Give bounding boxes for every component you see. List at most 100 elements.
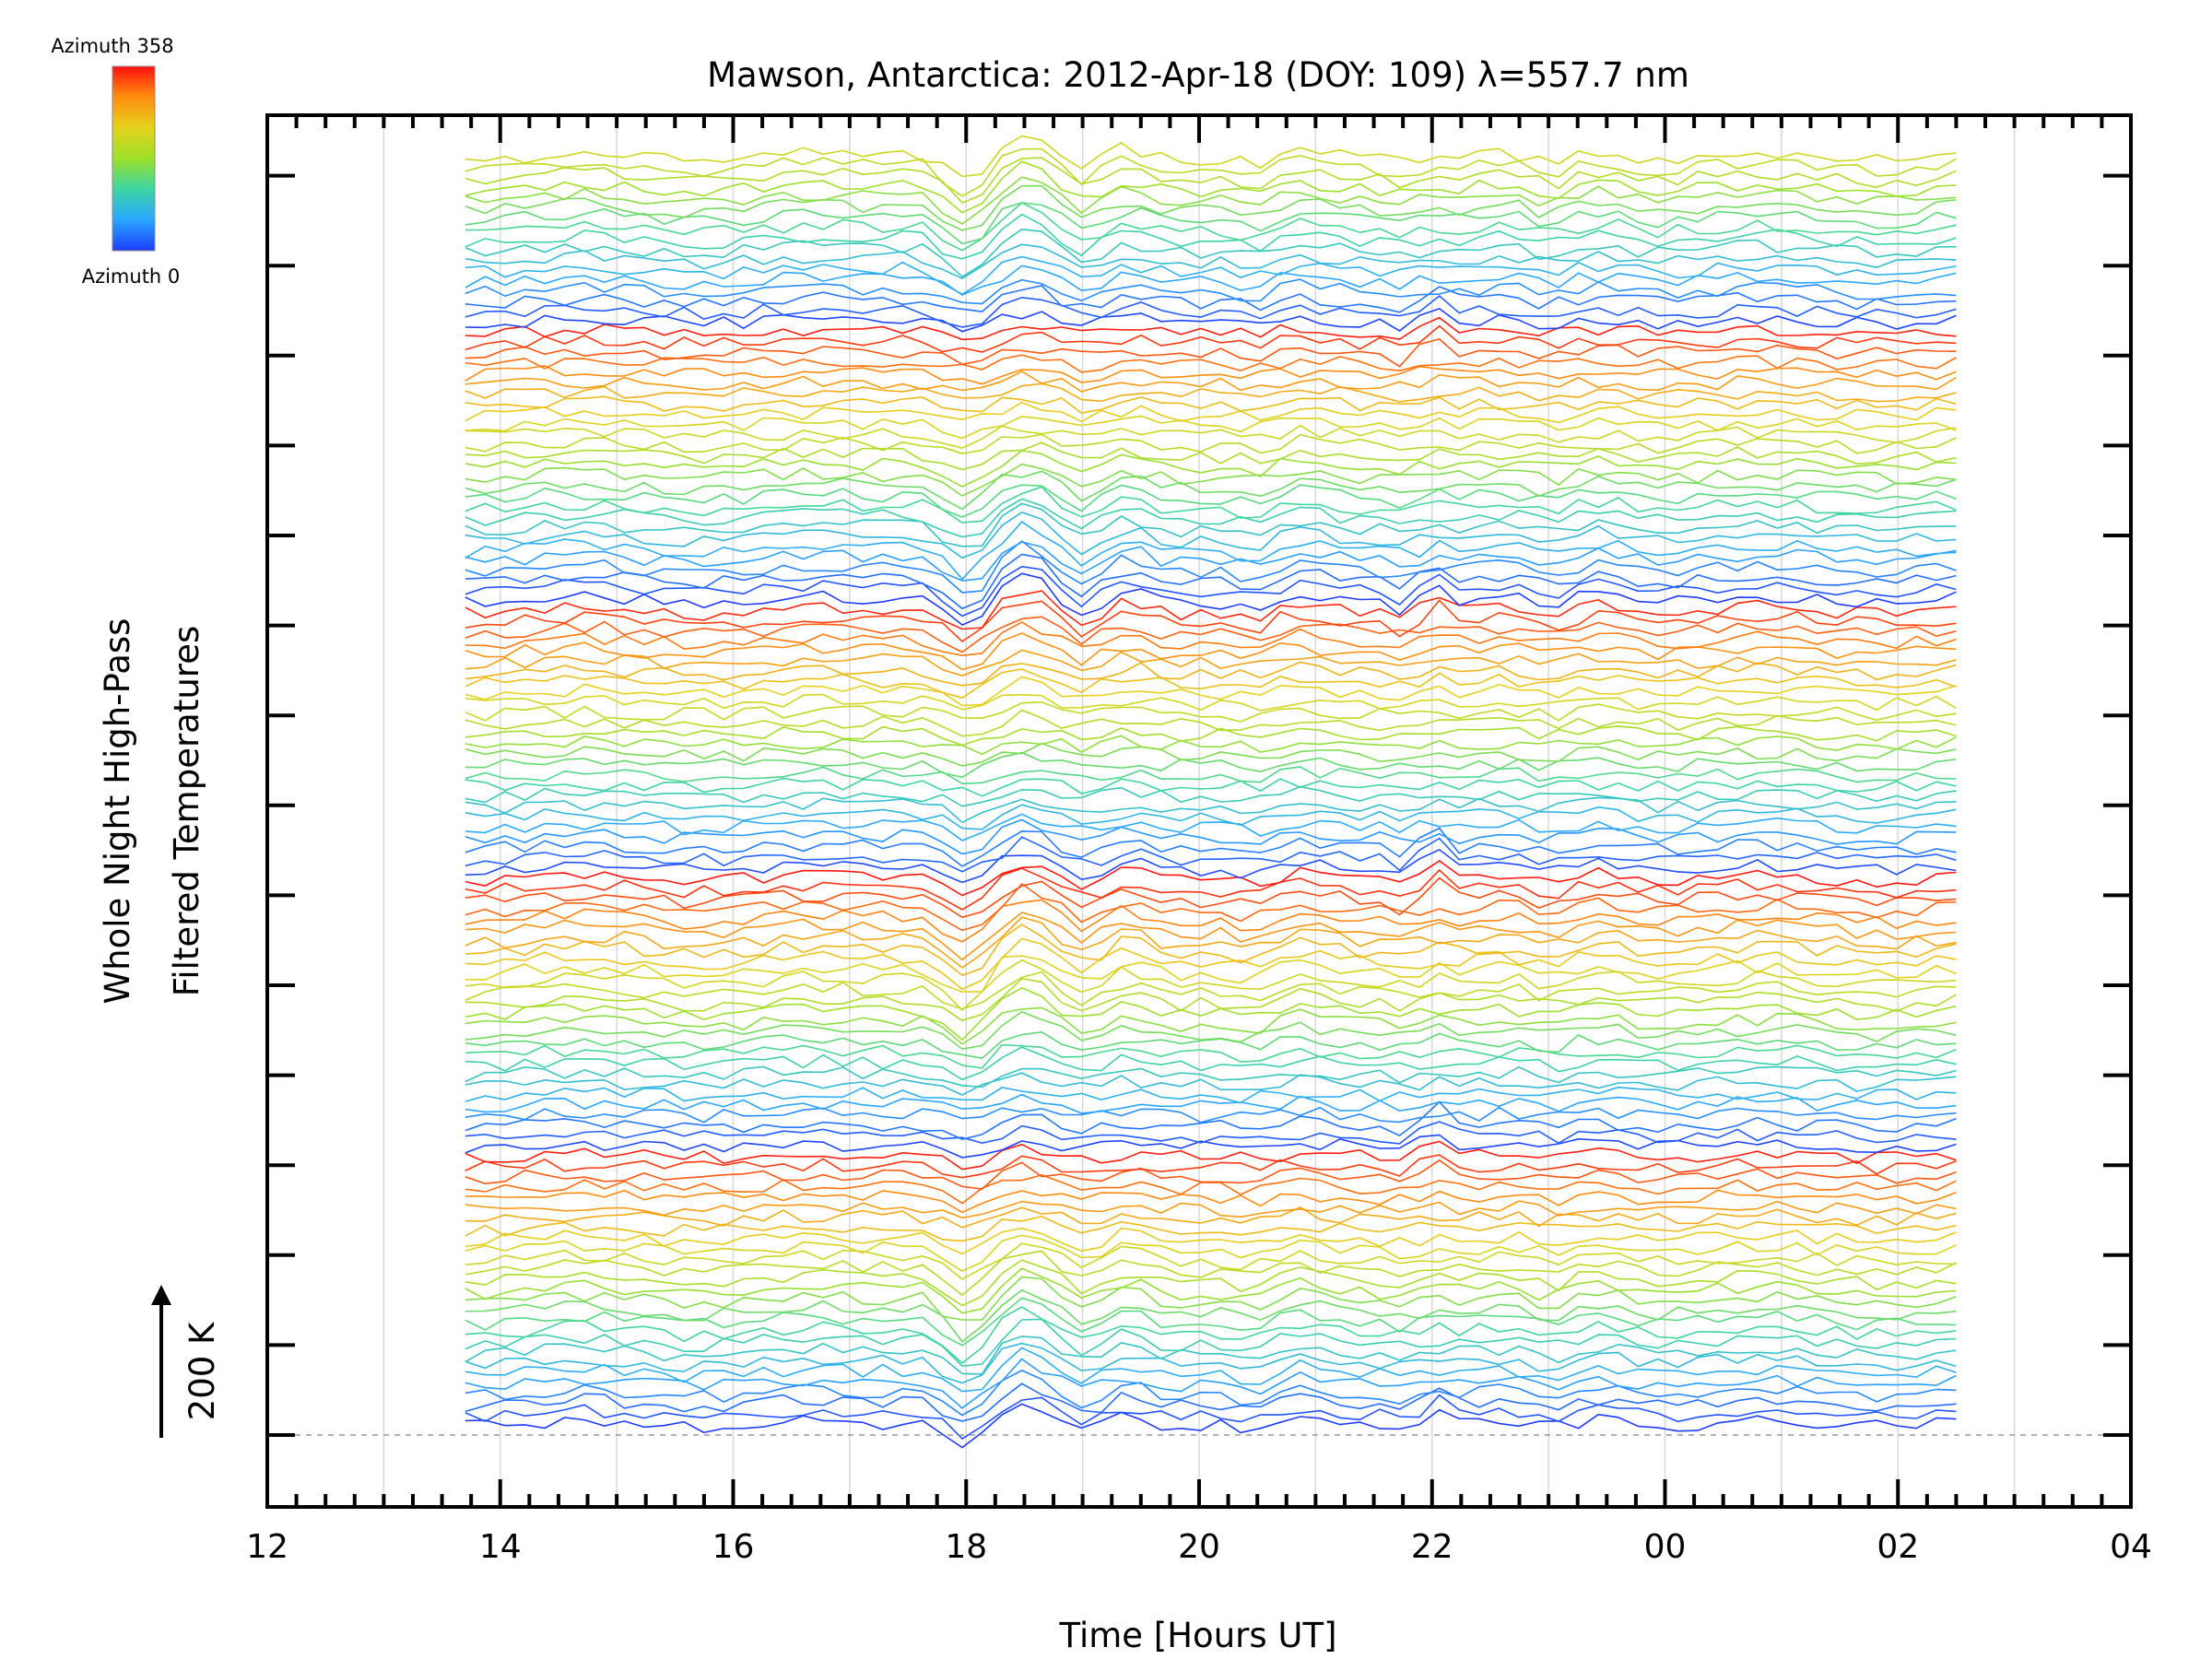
series-line: [465, 1259, 1957, 1307]
x-tick-label: 16: [712, 1528, 755, 1566]
y-axis-label-line1: Whole Night High-Pass: [98, 618, 137, 1005]
series-line: [465, 1189, 1957, 1214]
series-line: [465, 308, 1957, 333]
series-line: [465, 804, 1957, 830]
x-tick-label: 02: [1877, 1528, 1919, 1566]
series-line: [465, 449, 1957, 488]
series-line: [465, 540, 1957, 594]
series-line: [465, 599, 1957, 643]
series-line: [465, 498, 1957, 538]
y-axis-label-line2: Filtered Temperatures: [167, 626, 206, 996]
series-line: [465, 1030, 1957, 1060]
series-line: [465, 836, 1957, 873]
series-line: [465, 463, 1957, 497]
series-line: [465, 1215, 1957, 1242]
series-line: [465, 1297, 1957, 1347]
series-line: [465, 1206, 1957, 1229]
series-line: [465, 818, 1957, 855]
series-line: [465, 899, 1957, 943]
x-tick-label: 14: [479, 1528, 522, 1566]
series-line: [465, 1370, 1957, 1417]
series-line: [465, 661, 1957, 687]
series-line: [465, 395, 1957, 414]
series-line: [465, 1106, 1957, 1124]
series-line: [465, 147, 1957, 197]
series-line: [465, 1318, 1957, 1368]
series-line: [465, 1072, 1957, 1096]
colorbar-gradient: [112, 65, 156, 252]
series-line: [465, 867, 1957, 911]
series-line: [465, 184, 1957, 231]
series-line: [465, 1234, 1957, 1273]
series-line: [465, 365, 1957, 385]
series-line: [465, 1200, 1957, 1219]
series-line: [465, 1121, 1957, 1145]
series-line: [465, 213, 1957, 260]
series-line: [465, 1159, 1957, 1190]
series-line: [465, 1306, 1957, 1364]
series-line: [465, 1140, 1957, 1171]
series-line: [465, 294, 1957, 328]
x-tick-label: 20: [1178, 1528, 1220, 1566]
axes: [265, 113, 2133, 1509]
series-line: [465, 725, 1957, 747]
series-line: [465, 228, 1957, 278]
series-line: [465, 977, 1957, 1022]
series-line: [465, 785, 1957, 807]
series-line: [465, 484, 1957, 518]
series-line: [465, 813, 1957, 841]
series-line: [465, 649, 1957, 677]
series-line: [465, 955, 1957, 993]
series-line: [465, 415, 1957, 440]
colorbar-bottom-label: Azimuth 0: [82, 265, 181, 288]
colorbar-top-label: Azimuth 358: [51, 35, 173, 57]
series-line: [465, 1043, 1957, 1069]
series-line: [465, 324, 1957, 353]
series-line: [465, 916, 1957, 969]
series-line: [465, 1086, 1957, 1104]
series-line: [465, 521, 1957, 581]
series-line: [465, 751, 1957, 779]
series-line: [465, 971, 1957, 1010]
series-line: [465, 1046, 1957, 1081]
series-line: [465, 616, 1957, 653]
series-line: [465, 912, 1957, 961]
series-line: [465, 735, 1957, 756]
series-line: [465, 924, 1957, 977]
series-line: [465, 1403, 1957, 1449]
series-line: [465, 553, 1957, 610]
x-tick-label: 00: [1644, 1528, 1687, 1566]
x-tick-labels: 12 14 16 18 20 22 00 02 04: [246, 1528, 2152, 1566]
series-line: [465, 1347, 1957, 1393]
x-tick-label: 04: [2110, 1528, 2152, 1566]
series-group: [465, 135, 1957, 1449]
series-line: [465, 1010, 1957, 1051]
series-line: [465, 370, 1957, 393]
series-line: [465, 860, 1957, 897]
series-line: [465, 486, 1957, 524]
series-line: [465, 316, 1957, 341]
series-line: [465, 424, 1957, 449]
scale-bar-arrowhead-icon: [151, 1285, 171, 1305]
scale-bar: 200 K: [151, 1285, 222, 1438]
series-line: [465, 632, 1957, 671]
series-line: [465, 354, 1957, 373]
x-tick-label: 18: [945, 1528, 987, 1566]
series-line: [465, 157, 1957, 205]
series-line: [465, 572, 1957, 627]
series-line: [465, 700, 1957, 723]
series-line: [465, 382, 1957, 403]
series-line: [465, 766, 1957, 785]
series-line: [465, 1288, 1957, 1343]
series-line: [465, 959, 1957, 1012]
series-line: [465, 848, 1957, 884]
series-line: [465, 401, 1957, 424]
series-line: [465, 1093, 1957, 1114]
colorbar: Azimuth 358 Azimuth 0: [51, 35, 180, 288]
series-line: [465, 693, 1957, 712]
series-line: [465, 176, 1957, 225]
series-line: [465, 1154, 1957, 1179]
series-line: [465, 1006, 1957, 1045]
series-line: [465, 877, 1957, 919]
